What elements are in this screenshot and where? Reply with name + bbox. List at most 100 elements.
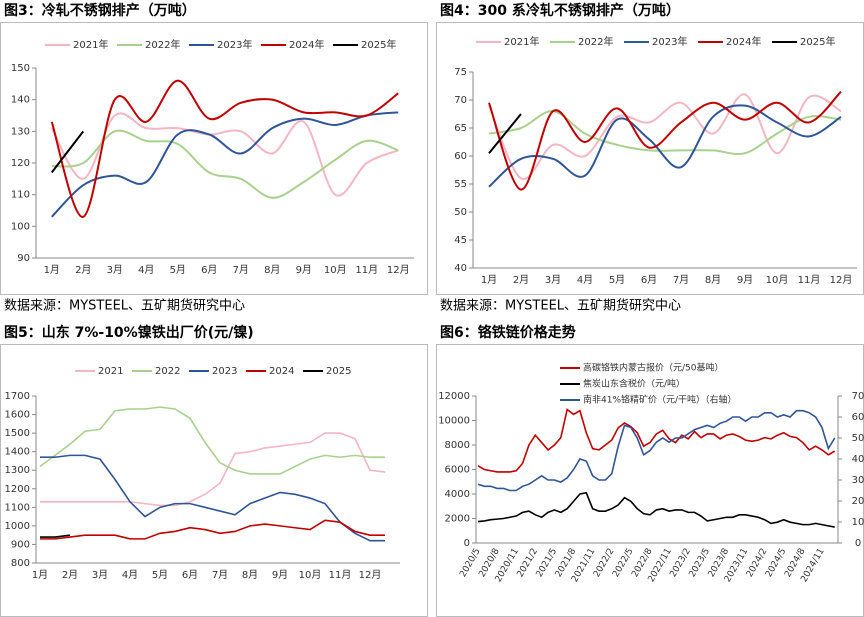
x-tick-label: 11月 [798, 274, 821, 286]
series-line [488, 110, 842, 156]
series-line [477, 409, 836, 492]
legend-label: 2022 [155, 366, 180, 377]
legend-label: 2025年 [361, 38, 396, 51]
y-tick-label: 140 [11, 95, 30, 106]
y-tick-label: 100 [11, 221, 30, 232]
x-tick-label: 5月 [152, 569, 168, 581]
y-tick-label: 90 [17, 253, 30, 264]
legend-label: 2023年 [652, 35, 687, 48]
y-tick-label: 55 [454, 179, 467, 190]
series-line [50, 112, 399, 197]
x-tick-label: 7月 [673, 274, 689, 286]
y2-tick-label: 50 [852, 433, 864, 444]
chart-title: 图4：300 系冷轧不锈钢排产（万吨） [440, 2, 680, 19]
x-tick-label: 8月 [242, 569, 258, 581]
x-tick-label: 5月 [170, 264, 186, 276]
y-tick-label: 2000 [445, 514, 470, 525]
chart-title: 图3：冷轧不锈钢排产（万吨） [4, 2, 196, 19]
y-tick-label: 1600 [5, 410, 30, 421]
x-tick-label: 3月 [545, 274, 561, 286]
y-tick-label: 800 [11, 558, 30, 569]
x-tick-label: 11月 [329, 569, 352, 581]
legend-label: 2024 [269, 366, 294, 377]
x-tick-label: 11月 [355, 264, 378, 276]
y-tick-label: 900 [11, 539, 30, 550]
y2-tick-label: 20 [852, 496, 864, 507]
legend-label: 2022年 [145, 38, 180, 51]
y-tick-label: 110 [11, 190, 30, 201]
legend-label: 2022年 [578, 35, 613, 48]
y-tick-label: 12000 [438, 391, 470, 402]
x-tick-label: 10月 [324, 264, 347, 276]
y-tick-label: 1400 [5, 447, 30, 458]
x-tick-label: 1月 [32, 569, 48, 581]
x-tick-label: 10月 [766, 274, 789, 286]
series-line [477, 408, 836, 473]
legend-label: 2021年 [504, 35, 539, 48]
x-tick-label: 12月 [830, 274, 853, 286]
y2-tick-label: 10 [852, 517, 864, 528]
series-line [477, 491, 835, 528]
series-line [488, 104, 842, 188]
chart-panel: 图5：山东 7%-10%镍铁出厂价(元/镍)数据来源：MYSTEEL、五矿期货研… [0, 324, 428, 617]
x-tick-label: 12月 [387, 264, 410, 276]
legend-label: 2025年 [800, 35, 835, 48]
series-line [51, 129, 399, 199]
x-tick-label: 3月 [92, 569, 108, 581]
series-line [40, 519, 385, 540]
series-line [488, 93, 842, 180]
x-tick-label: 1月 [44, 264, 60, 276]
x-tick-label: 7月 [212, 569, 228, 581]
legend-label: 2021 [98, 366, 123, 377]
y-tick-label: 65 [454, 123, 467, 134]
x-tick-label: 6月 [182, 569, 198, 581]
series-line [50, 79, 399, 218]
y2-tick-label: 30 [852, 475, 864, 486]
x-tick-label: 4月 [122, 569, 138, 581]
chart-panel: 图6：铬铁链价格走势数据来源：MYSTEEL、五矿期货研究中心020004000… [436, 324, 864, 617]
y-tick-label: 10000 [438, 416, 470, 427]
x-tick-label: 2月 [75, 264, 91, 276]
y2-tick-label: 0 [855, 538, 861, 549]
y-tick-label: 1100 [5, 502, 30, 513]
x-tick-label: 9月 [737, 274, 753, 286]
series-line [40, 534, 71, 538]
series-line [39, 406, 385, 475]
legend-label: 2021年 [73, 38, 108, 51]
y2-tick-label: 40 [852, 454, 864, 465]
source-note: 数据来源：MYSTEEL、五矿期货研究中心 [4, 298, 245, 314]
y-tick-label: 6000 [445, 465, 470, 476]
series-line [40, 454, 385, 542]
series-line [488, 90, 842, 191]
x-tick-label: 6月 [201, 264, 217, 276]
series-line [51, 111, 399, 218]
x-tick-label: 2月 [62, 569, 78, 581]
panel-frame [436, 22, 864, 295]
x-tick-label: 7月 [233, 264, 249, 276]
series-line [50, 130, 85, 174]
series-line [488, 113, 522, 154]
y-tick-label: 60 [454, 151, 467, 162]
panel-frame [0, 22, 428, 295]
legend-label: 2023 [212, 366, 237, 377]
legend-label: 南非41%铬精矿价（元/干吨）（右轴） [583, 394, 737, 406]
x-tick-label: 10月 [299, 569, 322, 581]
x-tick-label: 1月 [481, 274, 497, 286]
chart-panel: 图4：300 系冷轧不锈钢排产（万吨） 数据来源：MYSTEEL、五矿期货研究中心… [436, 2, 864, 314]
x-tick-label: 4月 [138, 264, 154, 276]
legend-label: 2025 [326, 366, 351, 377]
legend-label: 2024年 [726, 35, 761, 48]
y-tick-label: 40 [454, 263, 467, 274]
chart-title: 图5：山东 7%-10%镍铁出厂价(元/镍) [4, 324, 254, 341]
series-line [40, 432, 386, 507]
y-tick-label: 130 [11, 126, 30, 137]
legend-label: 2024年 [289, 38, 324, 51]
y-tick-label: 50 [454, 207, 467, 218]
x-tick-label: 8月 [264, 264, 280, 276]
y-tick-label: 150 [11, 63, 30, 74]
x-tick-label: 2月 [513, 274, 529, 286]
x-tick-label: 5月 [609, 274, 625, 286]
x-tick-label: 4月 [577, 274, 593, 286]
source-note: 数据来源：MYSTEEL、五矿期货研究中心 [440, 298, 681, 314]
